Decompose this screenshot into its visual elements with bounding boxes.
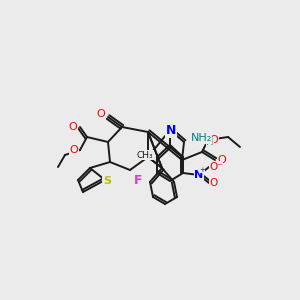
Text: H: H <box>206 137 214 147</box>
Text: O⁻: O⁻ <box>209 162 223 172</box>
Text: O: O <box>210 135 218 145</box>
Text: O: O <box>70 145 78 155</box>
Text: S: S <box>103 176 111 186</box>
Text: NH: NH <box>192 132 208 142</box>
Text: N: N <box>166 124 176 137</box>
Text: O: O <box>97 109 105 119</box>
Text: O: O <box>218 155 226 165</box>
Text: O: O <box>210 178 218 188</box>
Text: NH₂: NH₂ <box>190 133 212 143</box>
Text: O: O <box>69 122 77 132</box>
Text: N: N <box>166 124 176 137</box>
Text: N: N <box>194 170 204 180</box>
Text: +: + <box>199 167 205 173</box>
Text: CH₃: CH₃ <box>137 151 153 160</box>
Text: F: F <box>134 173 142 187</box>
